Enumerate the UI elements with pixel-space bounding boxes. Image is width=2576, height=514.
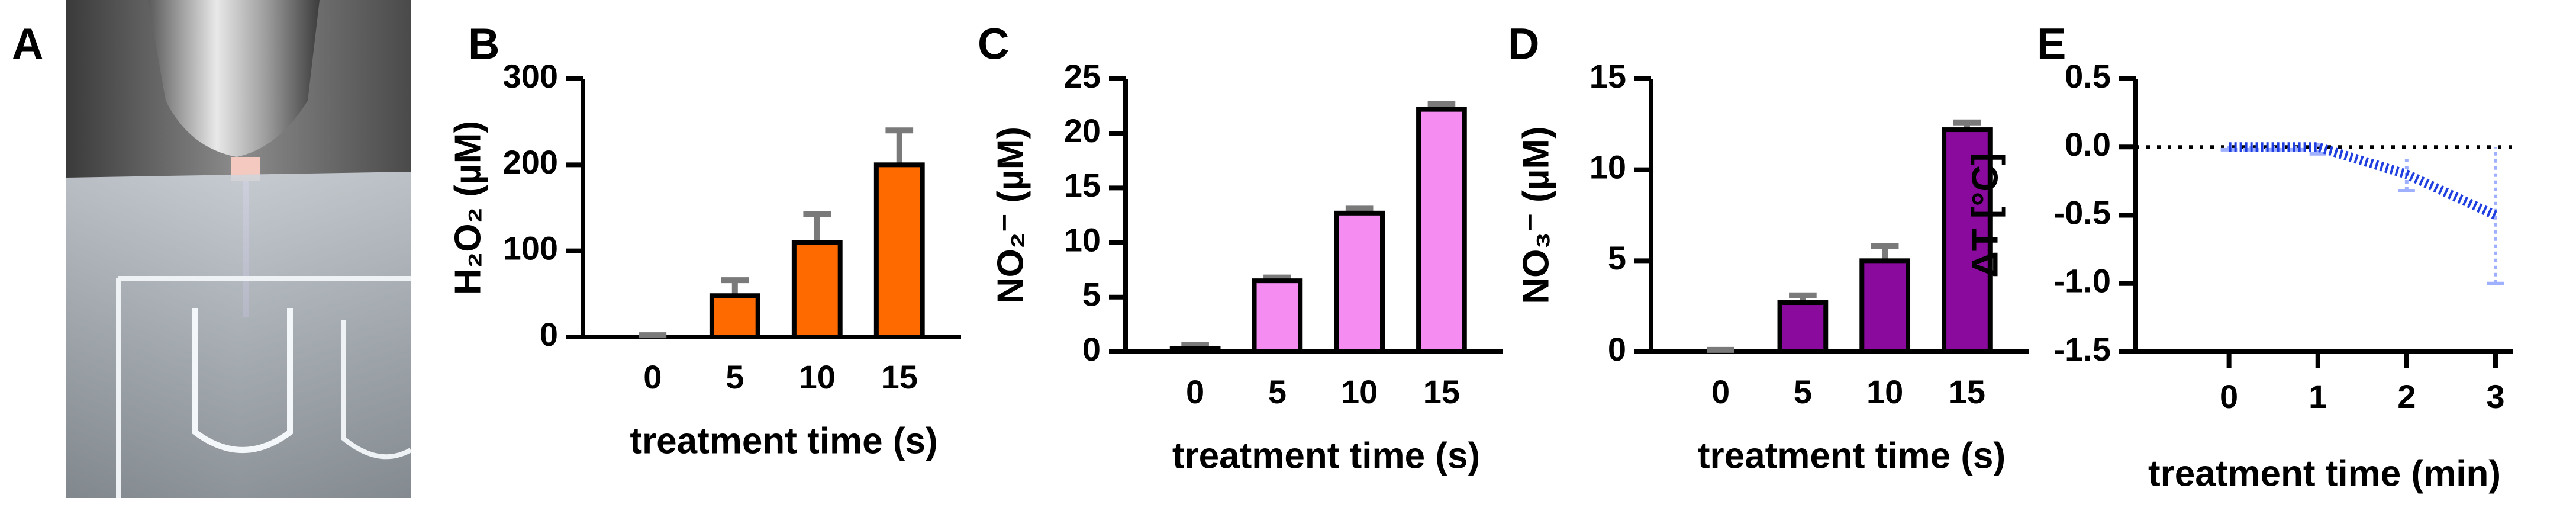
bar	[791, 240, 843, 339]
y-axis-title: H₂O₂ (µM)	[447, 121, 488, 295]
y-tick-label: -1.5	[2054, 330, 2111, 368]
x-tick-label: 0	[1186, 373, 1204, 410]
x-tick-label: 15	[1949, 373, 1985, 410]
y-tick-label: 0.0	[2065, 126, 2111, 163]
x-tick-label: 5	[1794, 373, 1812, 410]
panel-label: B	[468, 20, 499, 69]
x-axis-title: treatment time (s)	[630, 420, 937, 461]
bar	[1942, 127, 1993, 354]
well	[341, 320, 412, 460]
panel-label: D	[1508, 20, 1539, 69]
panel-label: A	[12, 20, 43, 69]
photo: A	[12, 0, 412, 498]
bar	[1169, 346, 1221, 355]
y-axis-title: NO₃⁻ (µM)	[1516, 126, 1556, 304]
x-tick-label: 10	[1341, 373, 1378, 410]
y-tick-label: 15	[1064, 166, 1101, 204]
plate-edge	[116, 276, 411, 498]
bar	[873, 162, 925, 339]
y-tick-label: 100	[503, 229, 558, 266]
y-tick-label: 5	[1082, 276, 1101, 313]
bar	[1416, 107, 1467, 355]
y-tick-label: -0.5	[2054, 194, 2111, 231]
x-tick-label: 10	[1866, 373, 1903, 410]
y-axis-title: NO₂⁻ (µM)	[990, 127, 1031, 304]
panel-label: C	[978, 20, 1009, 69]
well	[192, 308, 293, 453]
y-tick-label: 0	[540, 316, 558, 353]
y-tick-label: 200	[503, 143, 558, 181]
x-tick-label: 3	[2486, 378, 2504, 415]
nozzle	[148, 0, 320, 157]
x-axis-title: treatment time (s)	[1698, 435, 2006, 476]
data-line	[2229, 142, 2498, 220]
panel-label: E	[2037, 20, 2066, 69]
x-axis-title: treatment time (min)	[2148, 453, 2501, 494]
bar	[1859, 258, 1911, 355]
y-tick-label: 15	[1590, 57, 1626, 95]
y-tick-label: 0	[1082, 330, 1101, 368]
x-tick-label: 15	[881, 358, 918, 396]
y-tick-label: 10	[1064, 221, 1101, 258]
y-tick-label: 5	[1608, 239, 1626, 277]
bar	[1777, 300, 1829, 354]
bar	[1334, 210, 1385, 355]
x-tick-label: 15	[1423, 373, 1460, 410]
y-tick-label: 300	[503, 57, 558, 95]
x-tick-label: 5	[1268, 373, 1287, 410]
y-tick-label: 20	[1064, 112, 1101, 149]
x-tick-label: 10	[799, 358, 836, 396]
bar	[1252, 278, 1303, 355]
y-tick-label: 10	[1590, 148, 1626, 185]
x-tick-label: 5	[726, 358, 744, 396]
y-tick-label: -1.0	[2054, 262, 2111, 300]
x-tick-label: 2	[2397, 378, 2416, 415]
x-tick-label: 0	[2220, 378, 2238, 415]
well-plate	[66, 172, 411, 498]
x-axis-title: treatment time (s)	[1172, 435, 1480, 476]
y-tick-label: 25	[1064, 57, 1101, 95]
y-tick-label: 0.5	[2065, 57, 2111, 95]
y-tick-label: 0	[1608, 330, 1626, 368]
x-tick-label: 0	[1711, 373, 1730, 410]
x-tick-label: 0	[643, 358, 662, 396]
y-axis-title: ΔT [°C]	[1965, 153, 2006, 278]
x-tick-label: 1	[2309, 378, 2327, 415]
bar	[709, 293, 760, 339]
